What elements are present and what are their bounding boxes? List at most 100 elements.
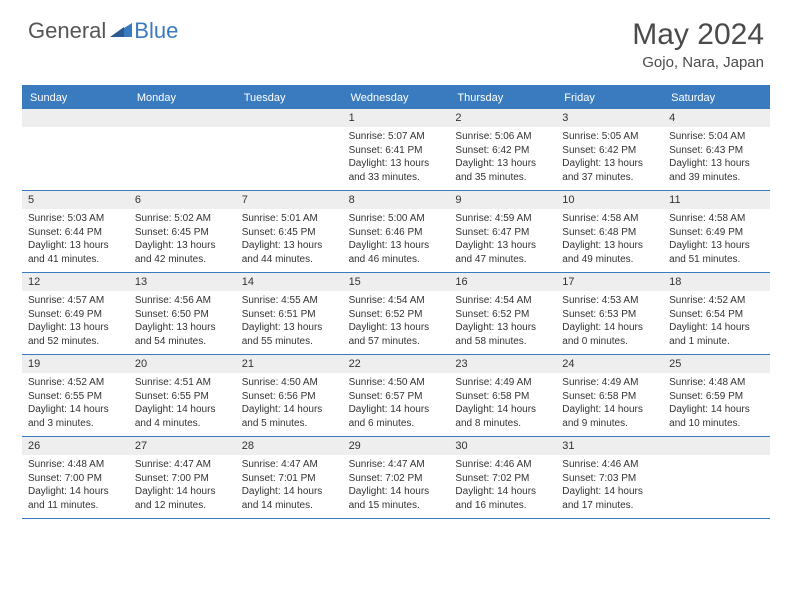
sunrise-text: Sunrise: 4:48 AM xyxy=(28,458,123,472)
day-cell-empty xyxy=(22,109,129,190)
weeks-container: 1 Sunrise: 5:07 AMSunset: 6:41 PM Daylight… xyxy=(22,109,770,519)
sunrise-text: Sunrise: 4:47 AM xyxy=(349,458,444,472)
daylight-text: Daylight: 13 hours and 47 minutes. xyxy=(455,239,550,266)
day-number: 27 xyxy=(129,437,236,455)
daylight-text: Daylight: 13 hours and 51 minutes. xyxy=(669,239,764,266)
sunset-text: Sunset: 6:41 PM xyxy=(349,144,444,158)
daylight-text: Daylight: 13 hours and 58 minutes. xyxy=(455,321,550,348)
day-cell: 11Sunrise: 4:58 AMSunset: 6:49 PMDayligh… xyxy=(663,191,770,272)
sunrise-text: Sunrise: 4:58 AM xyxy=(669,212,764,226)
daylight-text: Daylight: 14 hours and 16 minutes. xyxy=(455,485,550,512)
sunset-text: Sunset: 6:47 PM xyxy=(455,226,550,240)
day-cell: 4Sunrise: 5:04 AMSunset: 6:43 PMDaylight… xyxy=(663,109,770,190)
sunrise-text: Sunrise: 4:51 AM xyxy=(135,376,230,390)
day-details: Sunrise: 4:54 AMSunset: 6:52 PMDaylight:… xyxy=(449,291,556,354)
sunset-text: Sunset: 6:51 PM xyxy=(242,308,337,322)
day-number: 12 xyxy=(22,273,129,291)
day-cell: 25Sunrise: 4:48 AMSunset: 6:59 PMDayligh… xyxy=(663,355,770,436)
day-cell-empty xyxy=(129,109,236,190)
daylight-text: Daylight: 14 hours and 12 minutes. xyxy=(135,485,230,512)
day-cell-empty xyxy=(236,109,343,190)
day-number: 3 xyxy=(556,109,663,127)
day-details: Sunrise: 4:49 AMSunset: 6:58 PMDaylight:… xyxy=(449,373,556,436)
sunset-text: Sunset: 6:48 PM xyxy=(562,226,657,240)
sunrise-text: Sunrise: 4:54 AM xyxy=(455,294,550,308)
day-number: 5 xyxy=(22,191,129,209)
sunrise-text: Sunrise: 4:57 AM xyxy=(28,294,123,308)
day-number xyxy=(22,109,129,127)
day-details: Sunrise: 5:03 AMSunset: 6:44 PMDaylight:… xyxy=(22,209,129,272)
sunset-text: Sunset: 6:55 PM xyxy=(28,390,123,404)
sunset-text: Sunset: 6:54 PM xyxy=(669,308,764,322)
day-details: Sunrise: 4:48 AMSunset: 7:00 PMDaylight:… xyxy=(22,455,129,518)
weekday-header-cell: Tuesday xyxy=(236,87,343,109)
day-cell-empty xyxy=(663,437,770,518)
sunset-text: Sunset: 7:01 PM xyxy=(242,472,337,486)
sunrise-text: Sunrise: 5:05 AM xyxy=(562,130,657,144)
day-details: Sunrise: 4:55 AMSunset: 6:51 PMDaylight:… xyxy=(236,291,343,354)
day-cell: 21Sunrise: 4:50 AMSunset: 6:56 PMDayligh… xyxy=(236,355,343,436)
day-number: 8 xyxy=(343,191,450,209)
day-details: Sunrise: 4:47 AMSunset: 7:00 PMDaylight:… xyxy=(129,455,236,518)
daylight-text: Daylight: 13 hours and 44 minutes. xyxy=(242,239,337,266)
calendar: SundayMondayTuesdayWednesdayThursdayFrid… xyxy=(22,85,770,519)
day-cell: 13Sunrise: 4:56 AMSunset: 6:50 PMDayligh… xyxy=(129,273,236,354)
sunrise-text: Sunrise: 4:52 AM xyxy=(28,376,123,390)
brand-mark-icon xyxy=(110,21,132,42)
day-number: 15 xyxy=(343,273,450,291)
sunset-text: Sunset: 6:58 PM xyxy=(562,390,657,404)
daylight-text: Daylight: 13 hours and 54 minutes. xyxy=(135,321,230,348)
day-details: Sunrise: 4:53 AMSunset: 6:53 PMDaylight:… xyxy=(556,291,663,354)
sunrise-text: Sunrise: 5:01 AM xyxy=(242,212,337,226)
daylight-text: Daylight: 13 hours and 41 minutes. xyxy=(28,239,123,266)
day-number: 28 xyxy=(236,437,343,455)
day-cell: 2Sunrise: 5:06 AMSunset: 6:42 PMDaylight… xyxy=(449,109,556,190)
daylight-text: Daylight: 13 hours and 46 minutes. xyxy=(349,239,444,266)
day-cell: 16Sunrise: 4:54 AMSunset: 6:52 PMDayligh… xyxy=(449,273,556,354)
sunrise-text: Sunrise: 4:47 AM xyxy=(135,458,230,472)
day-number: 17 xyxy=(556,273,663,291)
day-details: Sunrise: 5:04 AMSunset: 6:43 PMDaylight:… xyxy=(663,127,770,190)
daylight-text: Daylight: 14 hours and 11 minutes. xyxy=(28,485,123,512)
day-details: Sunrise: 4:50 AMSunset: 6:56 PMDaylight:… xyxy=(236,373,343,436)
sunrise-text: Sunrise: 5:00 AM xyxy=(349,212,444,226)
day-details: Sunrise: 4:52 AMSunset: 6:54 PMDaylight:… xyxy=(663,291,770,354)
day-number: 1 xyxy=(343,109,450,127)
day-details: Sunrise: 4:49 AMSunset: 6:58 PMDaylight:… xyxy=(556,373,663,436)
week-row: 19Sunrise: 4:52 AMSunset: 6:55 PMDayligh… xyxy=(22,355,770,437)
day-details: Sunrise: 4:59 AMSunset: 6:47 PMDaylight:… xyxy=(449,209,556,272)
daylight-text: Daylight: 14 hours and 5 minutes. xyxy=(242,403,337,430)
daylight-text: Daylight: 14 hours and 14 minutes. xyxy=(242,485,337,512)
day-cell: 9Sunrise: 4:59 AMSunset: 6:47 PMDaylight… xyxy=(449,191,556,272)
day-cell: 1Sunrise: 5:07 AMSunset: 6:41 PMDaylight… xyxy=(343,109,450,190)
sunset-text: Sunset: 7:02 PM xyxy=(349,472,444,486)
sunrise-text: Sunrise: 5:07 AM xyxy=(349,130,444,144)
daylight-text: Daylight: 13 hours and 57 minutes. xyxy=(349,321,444,348)
daylight-text: Daylight: 13 hours and 55 minutes. xyxy=(242,321,337,348)
sunset-text: Sunset: 6:42 PM xyxy=(455,144,550,158)
day-cell: 17Sunrise: 4:53 AMSunset: 6:53 PMDayligh… xyxy=(556,273,663,354)
sunset-text: Sunset: 6:45 PM xyxy=(242,226,337,240)
daylight-text: Daylight: 13 hours and 39 minutes. xyxy=(669,157,764,184)
day-number: 9 xyxy=(449,191,556,209)
daylight-text: Daylight: 14 hours and 15 minutes. xyxy=(349,485,444,512)
daylight-text: Daylight: 13 hours and 35 minutes. xyxy=(455,157,550,184)
day-number: 22 xyxy=(343,355,450,373)
day-number: 18 xyxy=(663,273,770,291)
daylight-text: Daylight: 14 hours and 4 minutes. xyxy=(135,403,230,430)
day-number: 21 xyxy=(236,355,343,373)
day-cell: 12Sunrise: 4:57 AMSunset: 6:49 PMDayligh… xyxy=(22,273,129,354)
sunset-text: Sunset: 6:56 PM xyxy=(242,390,337,404)
day-details: Sunrise: 5:05 AMSunset: 6:42 PMDaylight:… xyxy=(556,127,663,190)
sunset-text: Sunset: 6:44 PM xyxy=(28,226,123,240)
sunrise-text: Sunrise: 4:47 AM xyxy=(242,458,337,472)
day-number: 24 xyxy=(556,355,663,373)
day-details: Sunrise: 4:56 AMSunset: 6:50 PMDaylight:… xyxy=(129,291,236,354)
sunset-text: Sunset: 7:03 PM xyxy=(562,472,657,486)
day-number xyxy=(663,437,770,455)
sunset-text: Sunset: 7:00 PM xyxy=(28,472,123,486)
sunrise-text: Sunrise: 4:59 AM xyxy=(455,212,550,226)
week-row: 12Sunrise: 4:57 AMSunset: 6:49 PMDayligh… xyxy=(22,273,770,355)
sunrise-text: Sunrise: 5:06 AM xyxy=(455,130,550,144)
day-cell: 22Sunrise: 4:50 AMSunset: 6:57 PMDayligh… xyxy=(343,355,450,436)
